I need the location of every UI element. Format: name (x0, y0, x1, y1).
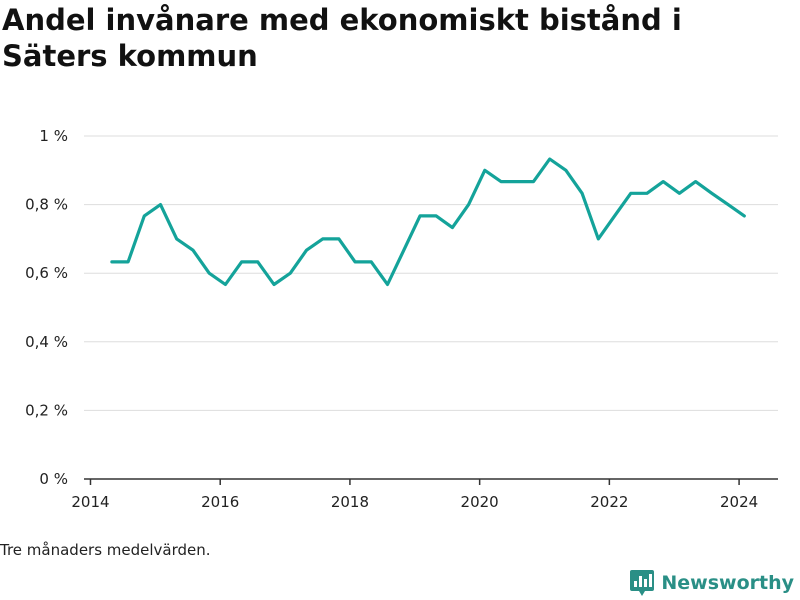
y-tick-label: 0,6 % (25, 264, 68, 282)
y-tick-label: 1 % (39, 127, 68, 145)
brand-name: Newsworthy (661, 572, 794, 594)
x-tick-label: 2014 (71, 493, 109, 511)
x-tick-label: 2020 (461, 493, 499, 511)
x-tick-label: 2018 (331, 493, 369, 511)
chart-title: Andel invånare med ekonomiskt bistånd i … (2, 3, 682, 73)
y-tick-label: 0,4 % (25, 333, 68, 351)
brand-logo: Newsworthy (629, 568, 794, 598)
x-tick-label: 2016 (201, 493, 239, 511)
x-axis: 2014 2016 2018 2020 2022 2024 (71, 478, 778, 511)
x-tick-label: 2022 (590, 493, 628, 511)
series-line (110, 157, 746, 287)
footnote: Tre månaders medelvärden. (0, 541, 211, 559)
newsworthy-logo-icon (630, 570, 655, 596)
y-axis-ticks: 0 % 0,2 % 0,4 % 0,6 % 0,8 % 1 % (25, 127, 68, 488)
y-tick-label: 0,8 % (25, 196, 68, 214)
y-tick-label: 0 % (39, 470, 68, 488)
x-tick-label: 2024 (720, 493, 758, 511)
gridlines (84, 135, 778, 411)
series-group (110, 157, 746, 287)
y-tick-label: 0,2 % (25, 401, 68, 419)
